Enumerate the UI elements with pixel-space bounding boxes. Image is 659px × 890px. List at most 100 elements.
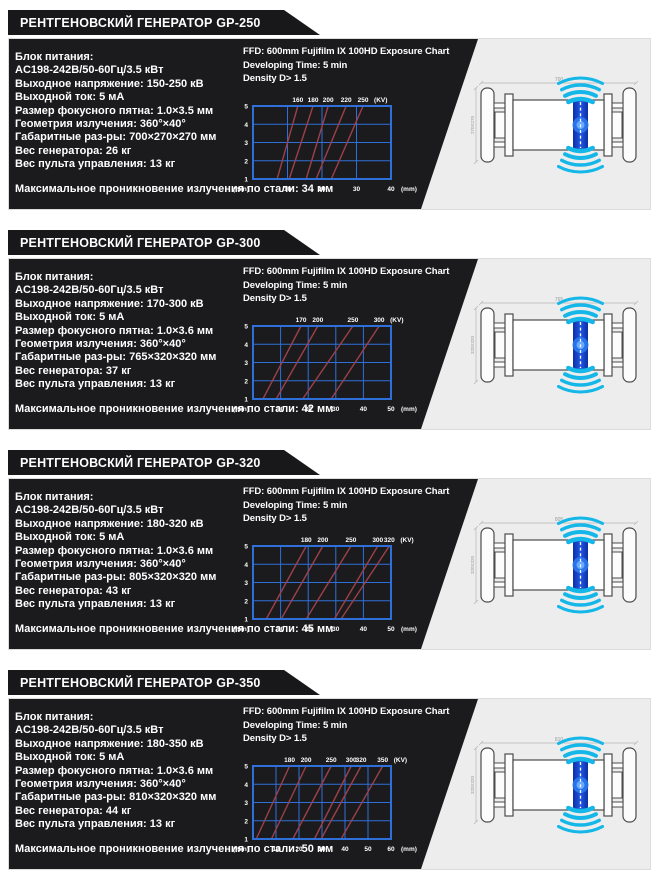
svg-text:(mm): (mm): [401, 626, 417, 633]
svg-text:1: 1: [244, 837, 248, 844]
card-header: РЕНТГЕНОВСКИЙ ГЕНЕРАТОР GP-320: [8, 450, 320, 475]
svg-text:10: 10: [277, 626, 285, 633]
specs-list: Блок питания: AC198-242В/50-60Гц/3.5 кВт…: [9, 479, 478, 612]
spec-line: AC198-242В/50-60Гц/3.5 кВт: [15, 504, 164, 517]
svg-text:(min): (min): [233, 626, 249, 633]
svg-text:170: 170: [296, 317, 307, 324]
svg-text:40: 40: [360, 626, 368, 633]
svg-text:(min): (min): [233, 846, 249, 853]
svg-text:250: 250: [346, 537, 357, 544]
spec-line: Выходной ток: 5 мА: [15, 91, 125, 104]
spec-line: AC198-242В/50-60Гц/3.5 кВт: [15, 64, 164, 77]
spec-line: Габаритные раз-ры: 700×270×270 мм: [15, 131, 217, 144]
card-body: Блок питания: AC198-242В/50-60Гц/3.5 кВт…: [8, 258, 651, 430]
card-header: РЕНТГЕНОВСКИЙ ГЕНЕРАТОР GP-250: [8, 10, 320, 35]
svg-text:(min): (min): [233, 186, 249, 193]
spec-line: Выходное напряжение: 180-320 кВ: [15, 517, 204, 530]
exposure-line: Developing Time: 5 min: [243, 59, 348, 71]
generator-card-gp300: РЕНТГЕНОВСКИЙ ГЕНЕРАТОР GP-300 Блок пита…: [8, 230, 651, 430]
svg-text:5: 5: [244, 764, 248, 771]
spec-line: Вес генератора: 26 кг: [15, 144, 132, 157]
svg-text:250: 250: [347, 317, 358, 324]
spec-line: Габаритные раз-ры: 810×320×320 мм: [15, 791, 217, 804]
svg-text:160: 160: [292, 97, 303, 104]
svg-text:30: 30: [318, 846, 326, 853]
spec-line: Блок питания:: [15, 271, 94, 283]
svg-text:765: 765: [555, 297, 564, 303]
spec-line: Выходной ток: 5 мА: [15, 311, 125, 324]
specs-list: Блок питания: AC198-242В/50-60Гц/3.5 кВт…: [9, 39, 478, 172]
card-header: РЕНТГЕНОВСКИЙ ГЕНЕРАТОР GP-350: [8, 670, 320, 695]
svg-text:3: 3: [244, 360, 248, 367]
svg-text:2: 2: [244, 378, 248, 385]
spec-line: Блок питания:: [15, 491, 94, 503]
svg-text:10: 10: [284, 186, 292, 193]
specs-panel: Блок питания: AC198-242В/50-60Гц/3.5 кВт…: [9, 39, 478, 209]
card-body: Блок питания: AC198-242В/50-60Гц/3.5 кВт…: [8, 38, 651, 210]
svg-text:3: 3: [244, 580, 248, 587]
generator-card-gp350: РЕНТГЕНОВСКИЙ ГЕНЕРАТОР GP-350 Блок пита…: [8, 670, 651, 870]
spec-line: Вес генератора: 44 кг: [15, 804, 132, 817]
svg-text:30: 30: [332, 406, 340, 413]
svg-text:1: 1: [244, 177, 248, 184]
svg-text:30: 30: [353, 186, 361, 193]
spec-line: Выходное напряжение: 150-250 кВ: [15, 77, 204, 90]
spec-line: Геометрия излучения: 360°×40°: [15, 338, 186, 351]
svg-text:320: 320: [384, 537, 395, 544]
spec-line: Вес пульта управления: 13 кг: [15, 598, 176, 611]
spec-line: Размер фокусного пятна: 1.0×3.6 мм: [15, 544, 214, 557]
svg-text:5: 5: [244, 544, 248, 551]
svg-text:320X320: 320X320: [471, 336, 475, 355]
svg-text:805: 805: [555, 517, 564, 523]
generator-illustration: 805 320X320: [471, 516, 639, 614]
svg-text:180: 180: [284, 757, 295, 764]
generator-card-gp320: РЕНТГЕНОВСКИЙ ГЕНЕРАТОР GP-320 Блок пита…: [8, 450, 651, 650]
max-penetration-line: Максимальное проникновение излучения по …: [15, 183, 334, 195]
svg-text:(KV): (KV): [394, 757, 407, 764]
specs-list: Блок питания: AC198-242В/50-60Гц/3.5 кВт…: [9, 699, 478, 832]
spec-line: Блок питания:: [15, 711, 94, 723]
card-body: Блок питания: AC198-242В/50-60Гц/3.5 кВт…: [8, 698, 651, 870]
spec-line: Размер фокусного пятна: 1.0×3.6 мм: [15, 324, 214, 337]
spec-line: Блок питания:: [15, 51, 94, 63]
svg-text:320X320: 320X320: [471, 776, 475, 795]
svg-text:30: 30: [332, 626, 340, 633]
svg-text:40: 40: [360, 406, 368, 413]
spec-line: Вес генератора: 37 кг: [15, 364, 132, 377]
exposure-chart-header: FFD: 600mm Fujifilm IX 100HD Exposure Ch…: [243, 265, 449, 306]
spec-line: Выходное напряжение: 170-300 кВ: [15, 297, 204, 310]
svg-text:250: 250: [326, 757, 337, 764]
svg-text:20: 20: [318, 186, 326, 193]
svg-text:200: 200: [317, 537, 328, 544]
svg-text:40: 40: [387, 186, 395, 193]
svg-text:20: 20: [305, 406, 313, 413]
svg-text:(KV): (KV): [400, 537, 413, 544]
spec-line: Вес пульта управления: 13 кг: [15, 818, 176, 831]
svg-text:4: 4: [244, 562, 248, 569]
svg-text:4: 4: [244, 782, 248, 789]
spec-line: Выходной ток: 5 мА: [15, 751, 125, 764]
exposure-line: FFD: 600mm Fujifilm IX 100HD Exposure Ch…: [243, 266, 450, 277]
exposure-line: FFD: 600mm Fujifilm IX 100HD Exposure Ch…: [243, 706, 450, 717]
exposure-chart-header: FFD: 600mm Fujifilm IX 100HD Exposure Ch…: [243, 485, 449, 526]
exposure-line: Density D> 1.5: [243, 513, 307, 524]
card-header: РЕНТГЕНОВСКИЙ ГЕНЕРАТОР GP-300: [8, 230, 320, 255]
exposure-line: Density D> 1.5: [243, 293, 307, 304]
svg-text:350: 350: [377, 757, 388, 764]
spec-line: Выходное напряжение: 180-350 кВ: [15, 737, 204, 750]
exposure-line: Density D> 1.5: [243, 733, 307, 744]
svg-text:20: 20: [295, 846, 303, 853]
svg-text:20: 20: [305, 626, 313, 633]
spec-line: Габаритные раз-ры: 805×320×320 мм: [15, 571, 217, 584]
generator-illustration: 700 270X270: [471, 76, 639, 174]
exposure-chart: 180 200 250 300 320 (KV) 10 20 30 40 50 (mm) (min) 1 2…: [233, 537, 417, 633]
svg-text:(mm): (mm): [401, 846, 417, 853]
spec-line: Вес пульта управления: 13 кг: [15, 158, 176, 171]
svg-text:(min): (min): [233, 406, 249, 413]
spec-line: Вес пульта управления: 13 кг: [15, 378, 176, 391]
svg-text:60: 60: [387, 846, 395, 853]
spec-line: Вес генератора: 43 кг: [15, 584, 132, 597]
generator-card-gp250: РЕНТГЕНОВСКИЙ ГЕНЕРАТОР GP-250 Блок пита…: [8, 10, 651, 210]
svg-text:4: 4: [244, 122, 248, 129]
svg-text:200: 200: [312, 317, 323, 324]
